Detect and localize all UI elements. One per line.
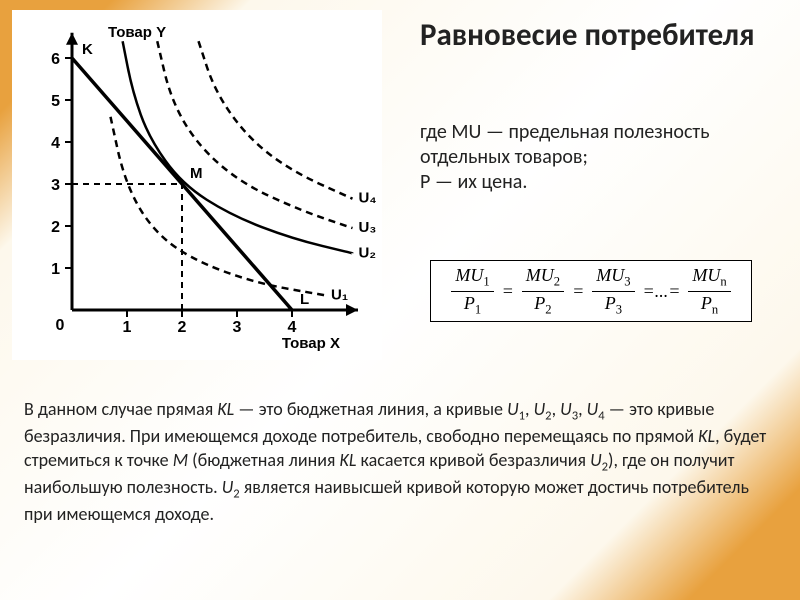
- svg-text:Товар Y: Товар Y: [108, 24, 166, 41]
- svg-text:3: 3: [51, 177, 60, 194]
- svg-text:U₁: U₁: [331, 286, 348, 303]
- svg-text:1: 1: [123, 319, 132, 336]
- svg-text:1: 1: [51, 261, 60, 278]
- formula-box: MU1P1=MU2P2=MU3P3=...=MUnPn: [430, 260, 752, 322]
- svg-text:L: L: [300, 291, 309, 308]
- svg-text:2: 2: [51, 219, 60, 236]
- svg-text:3: 3: [233, 319, 242, 336]
- equilibrium-chart: 1 2 3 4 1 2 3 4 5 6 0 Товар Y Товар X U₁ U₂ U₃ U₄ K L M: [12, 10, 382, 360]
- svg-text:U₄: U₄: [359, 190, 377, 207]
- equilibrium-formula: MU1P1=MU2P2=MU3P3=...=MUnPn: [451, 266, 730, 315]
- body-text: В данном случае прямая KL — это бюджетна…: [24, 398, 776, 527]
- svg-text:0: 0: [56, 317, 65, 334]
- svg-text:K: K: [82, 41, 93, 58]
- svg-text:M: M: [190, 165, 203, 182]
- svg-text:U₃: U₃: [359, 219, 377, 236]
- svg-text:Товар X: Товар X: [282, 335, 340, 352]
- svg-text:4: 4: [51, 135, 60, 152]
- chart-svg: 1 2 3 4 1 2 3 4 5 6 0 Товар Y Товар X U₁ U₂ U₃ U₄ K L M: [12, 10, 382, 360]
- slide-title: Равновесие потребителя: [420, 18, 780, 54]
- svg-text:U₂: U₂: [359, 244, 377, 261]
- svg-text:6: 6: [51, 51, 60, 68]
- svg-text:5: 5: [51, 93, 60, 110]
- svg-text:4: 4: [288, 319, 297, 336]
- definition-text: где MU — предельная полезность отдельных…: [420, 120, 780, 195]
- svg-text:2: 2: [178, 319, 187, 336]
